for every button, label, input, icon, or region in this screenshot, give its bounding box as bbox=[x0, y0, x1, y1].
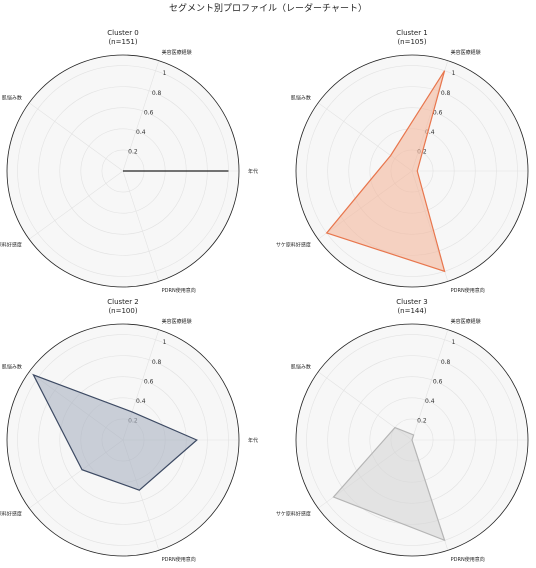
radar-axis-label: サケ原料好感度 bbox=[0, 241, 22, 248]
panel-subtitle: (n=151) bbox=[108, 38, 137, 46]
radar-tick-label: 0.2 bbox=[128, 148, 138, 155]
panel-subtitle: (n=105) bbox=[397, 38, 426, 46]
radar-tick-label: 1 bbox=[163, 70, 167, 77]
radar-tick-label: 0.4 bbox=[136, 129, 146, 136]
radar-tick-label: 0.4 bbox=[425, 129, 435, 136]
radar-tick-label: 0.8 bbox=[152, 90, 162, 97]
radar-axis-label: 年代 bbox=[248, 168, 258, 175]
radar-tick-label: 0.6 bbox=[144, 109, 154, 116]
radar-panel-2: 0.20.40.60.81年代美容医療経験肌悩み数サケ原料好感度PDRN使用意向… bbox=[0, 298, 258, 563]
radar-frame bbox=[6, 323, 240, 557]
radar-frame bbox=[295, 323, 529, 557]
radar-axis-label: 美容医療経験 bbox=[451, 318, 481, 325]
radar-tick-label: 0.8 bbox=[152, 359, 162, 366]
panel-subtitle: (n=144) bbox=[397, 307, 426, 315]
radar-tick-label: 0.8 bbox=[441, 359, 451, 366]
radar-spoke bbox=[122, 170, 160, 282]
radar-axis-label: 肌悩み数 bbox=[2, 95, 22, 102]
radar-axis-label: サケ原料好感度 bbox=[0, 510, 22, 517]
panel-title: Cluster 3 bbox=[396, 298, 428, 306]
radar-spoke bbox=[411, 329, 449, 441]
radar-tick-label: 0.2 bbox=[417, 417, 427, 424]
radar-tick-label: 0.8 bbox=[441, 90, 451, 97]
radar-tick-label: 1 bbox=[163, 339, 167, 346]
radar-frame bbox=[6, 54, 240, 288]
radar-axis-label: 美容医療経験 bbox=[162, 49, 192, 56]
panel-title: Cluster 0 bbox=[107, 29, 139, 37]
radar-frame bbox=[295, 54, 529, 288]
radar-axis-label: サケ原料好感度 bbox=[276, 241, 311, 248]
figure-title: セグメント別プロファイル（レーダーチャート） bbox=[169, 2, 367, 14]
radar-axis-label: 年代 bbox=[248, 437, 258, 444]
radar-series-area bbox=[32, 373, 198, 491]
radar-spoke bbox=[122, 60, 160, 172]
radar-panel-3: 0.20.40.60.81年代美容医療経験肌悩み数サケ原料好感度PDRN使用意向… bbox=[276, 298, 529, 563]
panel-title: Cluster 2 bbox=[107, 298, 139, 306]
radar-axis-label: PDRN使用意向 bbox=[451, 287, 485, 294]
radar-axis-label: 美容医療経験 bbox=[162, 318, 192, 325]
radar-axis-label: 肌悩み数 bbox=[291, 364, 311, 371]
radar-series-area bbox=[325, 70, 446, 273]
radar-tick-label: 0.6 bbox=[433, 109, 443, 116]
radar-tick-label: 0.6 bbox=[433, 378, 443, 385]
radar-axis-label: 肌悩み数 bbox=[2, 364, 22, 371]
radar-tick-label: 1 bbox=[452, 70, 456, 77]
radar-series-area bbox=[332, 426, 446, 542]
radar-panel-1: 0.20.40.60.81年代美容医療経験肌悩み数サケ原料好感度PDRN使用意向… bbox=[276, 29, 529, 294]
radar-axis-label: 美容医療経験 bbox=[451, 49, 481, 56]
radar-tick-label: 0.6 bbox=[144, 378, 154, 385]
panel-subtitle: (n=100) bbox=[108, 307, 137, 315]
radar-tick-label: 0.4 bbox=[425, 398, 435, 405]
radar-spoke bbox=[28, 102, 124, 172]
radar-tick-label: 0.4 bbox=[136, 398, 146, 405]
radar-axis-label: サケ原料好感度 bbox=[276, 510, 311, 517]
radar-tick-label: 1 bbox=[452, 339, 456, 346]
radar-spoke bbox=[28, 170, 124, 240]
radar-axis-label: PDRN使用意向 bbox=[451, 556, 485, 563]
radar-axis-label: 肌悩み数 bbox=[291, 95, 311, 102]
radar-axis-label: PDRN使用意向 bbox=[162, 287, 196, 294]
radar-axis-label: PDRN使用意向 bbox=[162, 556, 196, 563]
panel-title: Cluster 1 bbox=[396, 29, 428, 37]
